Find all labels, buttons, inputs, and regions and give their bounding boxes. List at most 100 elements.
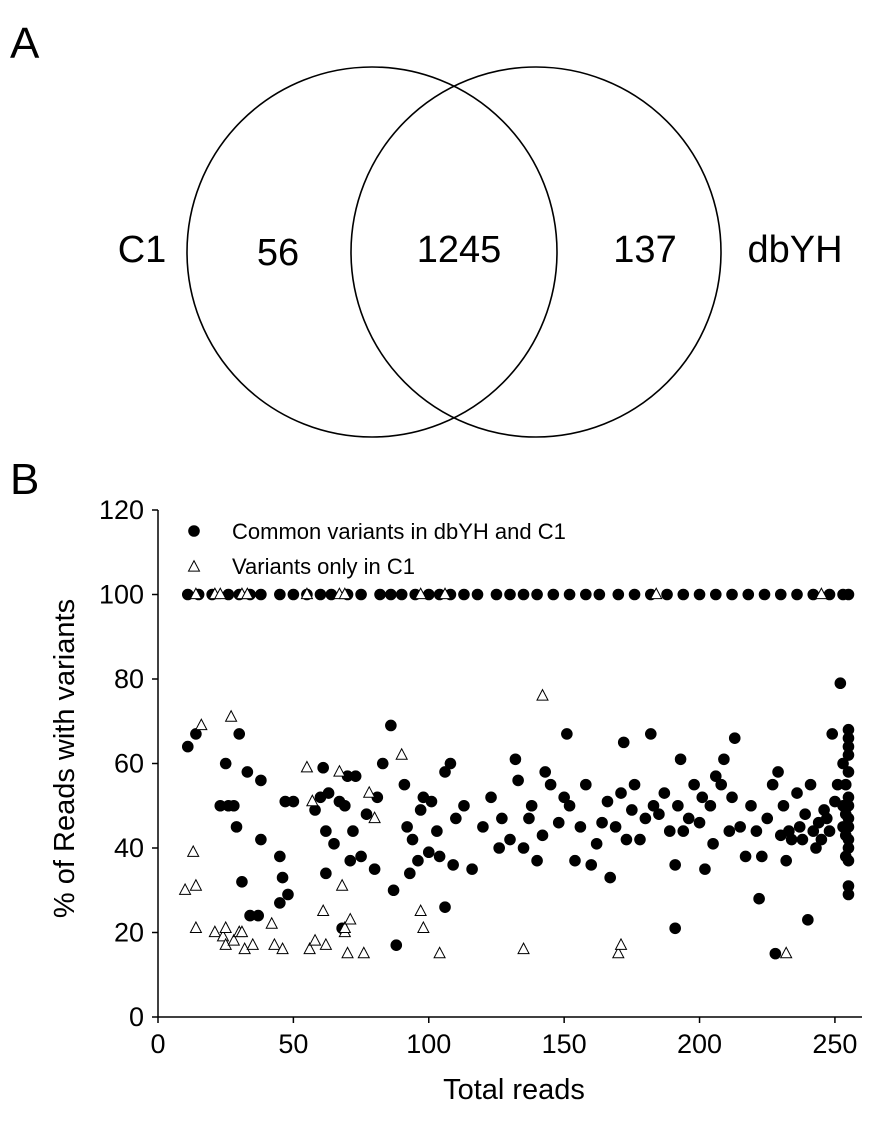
data-point-common bbox=[596, 816, 608, 829]
data-point-common bbox=[728, 732, 741, 744]
data-point-common bbox=[815, 833, 828, 846]
data-point-common bbox=[769, 947, 782, 960]
data-point-common bbox=[761, 812, 774, 825]
data-point-c1-only bbox=[414, 587, 427, 600]
data-point-common bbox=[517, 588, 530, 601]
data-point-common bbox=[347, 825, 359, 837]
data-point-common bbox=[355, 850, 367, 863]
data-point-common bbox=[842, 888, 855, 901]
data-point-common bbox=[810, 842, 822, 854]
data-point-common bbox=[739, 850, 752, 863]
data-point-common bbox=[509, 753, 522, 766]
data-point-c1-only bbox=[189, 920, 203, 933]
data-point-c1-only bbox=[536, 688, 549, 701]
data-point-common bbox=[236, 875, 248, 888]
axes-layer: 0 20 40 60 80 100 120 0 50 100 150 200 250 Total read… bbox=[49, 495, 862, 1106]
data-point-common bbox=[344, 854, 357, 867]
data-point-common bbox=[390, 939, 403, 951]
data-point-common bbox=[404, 867, 416, 880]
data-point-common bbox=[471, 588, 484, 601]
data-point-common bbox=[593, 588, 606, 601]
data-point-c1-only bbox=[224, 709, 238, 722]
data-point-common bbox=[696, 791, 709, 804]
data-point-common bbox=[433, 850, 446, 863]
data-point-common bbox=[734, 821, 746, 833]
data-point-common bbox=[320, 867, 332, 880]
data-point-common bbox=[233, 728, 246, 740]
data-point-c1-only bbox=[189, 878, 203, 891]
data-point-c1-only bbox=[308, 933, 322, 946]
data-point-c1-only bbox=[186, 844, 200, 857]
data-point-common bbox=[412, 854, 424, 867]
data-point-common bbox=[414, 804, 427, 816]
data-point-c1-only bbox=[300, 587, 314, 600]
data-point-common bbox=[639, 812, 652, 825]
data-point-common bbox=[674, 753, 687, 766]
data-point-common bbox=[376, 757, 389, 770]
data-point-common bbox=[431, 825, 443, 837]
data-point-common bbox=[823, 825, 836, 837]
data-point-common bbox=[563, 588, 576, 601]
data-point-c1-only bbox=[815, 587, 828, 600]
data-point-common bbox=[626, 804, 638, 816]
data-point-common bbox=[274, 897, 286, 909]
data-point-common bbox=[682, 812, 695, 825]
data-point-common bbox=[842, 588, 855, 601]
data-point-c1-only bbox=[333, 764, 346, 777]
data-point-common bbox=[791, 588, 803, 601]
points-layer bbox=[178, 587, 855, 960]
data-point-common bbox=[387, 884, 400, 897]
data-point-common bbox=[561, 728, 573, 740]
data-point-common bbox=[398, 778, 411, 791]
data-point-common bbox=[742, 588, 755, 601]
data-point-common bbox=[228, 799, 240, 812]
data-point-c1-only bbox=[268, 937, 281, 950]
data-point-common bbox=[677, 825, 690, 837]
data-point-common bbox=[842, 723, 855, 736]
data-point-common bbox=[252, 909, 264, 922]
data-point-c1-only bbox=[235, 925, 249, 938]
data-point-common bbox=[255, 833, 267, 846]
data-point-common bbox=[439, 766, 451, 778]
data-point-common bbox=[658, 787, 671, 799]
data-point-common bbox=[493, 842, 505, 854]
x-tick-label: 0 bbox=[150, 1029, 165, 1059]
data-point-common bbox=[772, 766, 784, 778]
data-point-c1-only bbox=[246, 937, 260, 950]
data-point-common bbox=[796, 833, 809, 846]
data-point-common bbox=[693, 816, 706, 829]
data-point-common bbox=[590, 837, 603, 850]
data-point-common bbox=[328, 837, 340, 850]
data-point-common bbox=[574, 821, 587, 833]
data-point-c1-only bbox=[208, 925, 222, 938]
data-point-c1-only bbox=[438, 587, 452, 600]
data-point-common bbox=[826, 728, 839, 740]
data-point-common bbox=[368, 863, 381, 875]
data-point-c1-only bbox=[343, 912, 357, 925]
data-point-common bbox=[718, 753, 730, 766]
data-point-common bbox=[230, 821, 243, 833]
data-point-common bbox=[842, 766, 855, 778]
data-point-common bbox=[504, 588, 516, 601]
data-point-common bbox=[709, 588, 722, 601]
data-point-common bbox=[536, 829, 549, 842]
data-point-common bbox=[525, 799, 538, 812]
data-point-c1-only bbox=[219, 920, 233, 933]
data-point-c1-only bbox=[276, 942, 289, 955]
data-point-common bbox=[314, 588, 327, 601]
data-point-common bbox=[837, 757, 849, 770]
data-point-common bbox=[842, 842, 855, 854]
data-point-c1-only bbox=[417, 920, 430, 933]
data-point-c1-only bbox=[611, 946, 625, 959]
data-point-c1-only bbox=[338, 920, 352, 933]
data-point-common bbox=[793, 821, 806, 833]
data-point-c1-only bbox=[241, 587, 254, 600]
data-point-c1-only bbox=[194, 718, 208, 731]
data-point-common bbox=[485, 791, 497, 804]
data-point-common bbox=[726, 588, 738, 601]
data-point-c1-only bbox=[341, 946, 354, 959]
data-point-common bbox=[569, 854, 581, 867]
data-point-common bbox=[385, 588, 397, 601]
data-point-common bbox=[339, 799, 351, 812]
data-point-common bbox=[601, 795, 614, 808]
